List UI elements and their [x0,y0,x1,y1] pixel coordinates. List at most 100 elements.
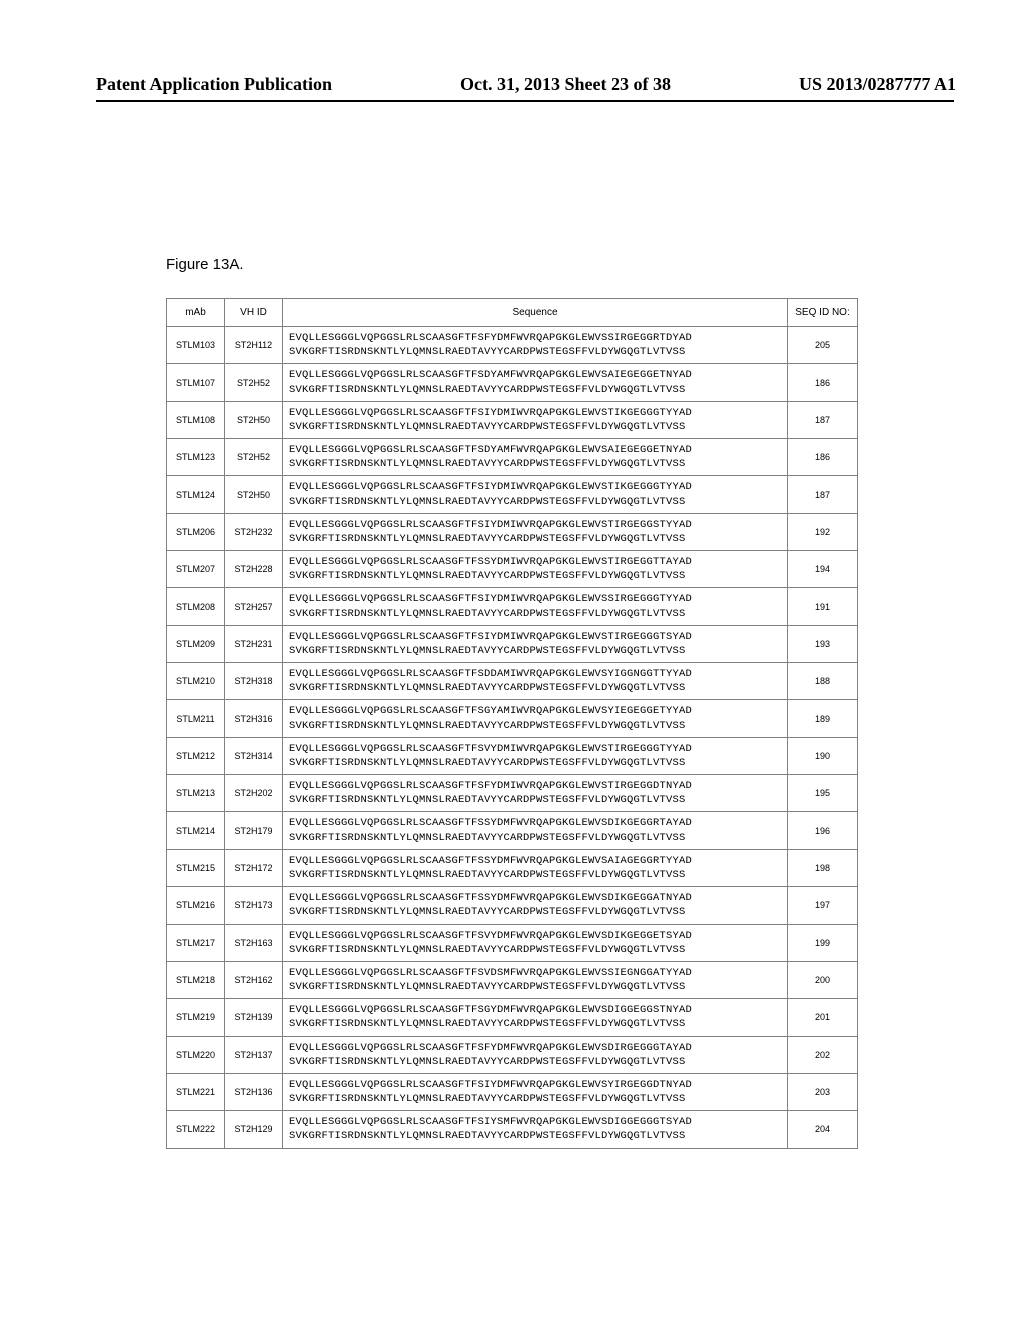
table-row: STLM219ST2H139EVQLLESGGGLVQPGGSLRLSCAASG… [167,999,858,1036]
col-seqid: SEQ ID NO: [788,299,858,327]
col-mab: mAb [167,299,225,327]
table-row: STLM124ST2H50EVQLLESGGGLVQPGGSLRLSCAASGF… [167,476,858,513]
table-row: STLM103ST2H112EVQLLESGGGLVQPGGSLRLSCAASG… [167,327,858,364]
table-row: STLM217ST2H163EVQLLESGGGLVQPGGSLRLSCAASG… [167,924,858,961]
cell-mab: STLM206 [167,513,225,550]
sequence-table: mAb VH ID Sequence SEQ ID NO: STLM103ST2… [166,298,858,1149]
header-center: Oct. 31, 2013 Sheet 23 of 38 [460,74,671,95]
cell-mab: STLM217 [167,924,225,961]
cell-vhid: ST2H163 [225,924,283,961]
table-row: STLM220ST2H137EVQLLESGGGLVQPGGSLRLSCAASG… [167,1036,858,1073]
table-row: STLM216ST2H173EVQLLESGGGLVQPGGSLRLSCAASG… [167,887,858,924]
cell-mab: STLM216 [167,887,225,924]
cell-mab: STLM207 [167,551,225,588]
cell-vhid: ST2H50 [225,476,283,513]
header-right: US 2013/0287777 A1 [799,74,956,95]
cell-vhid: ST2H228 [225,551,283,588]
cell-sequence: EVQLLESGGGLVQPGGSLRLSCAASGFTFSIYSMFWVRQA… [283,1111,788,1148]
cell-seqid: 193 [788,625,858,662]
cell-vhid: ST2H257 [225,588,283,625]
cell-vhid: ST2H202 [225,775,283,812]
cell-sequence: EVQLLESGGGLVQPGGSLRLSCAASGFTFSSYDMFWVRQA… [283,812,788,849]
cell-vhid: ST2H136 [225,1073,283,1110]
cell-mab: STLM215 [167,849,225,886]
cell-sequence: EVQLLESGGGLVQPGGSLRLSCAASGFTFSGYDMFWVRQA… [283,999,788,1036]
table-row: STLM213ST2H202EVQLLESGGGLVQPGGSLRLSCAASG… [167,775,858,812]
cell-mab: STLM221 [167,1073,225,1110]
cell-sequence: EVQLLESGGGLVQPGGSLRLSCAASGFTFSSYDMFWVRQA… [283,849,788,886]
cell-sequence: EVQLLESGGGLVQPGGSLRLSCAASGFTFSIYDMIWVRQA… [283,625,788,662]
cell-vhid: ST2H318 [225,663,283,700]
cell-sequence: EVQLLESGGGLVQPGGSLRLSCAASGFTFSFYDMFWVRQA… [283,327,788,364]
cell-seqid: 199 [788,924,858,961]
cell-vhid: ST2H52 [225,439,283,476]
cell-sequence: EVQLLESGGGLVQPGGSLRLSCAASGFTFSVDSMFWVRQA… [283,961,788,998]
cell-vhid: ST2H162 [225,961,283,998]
cell-mab: STLM103 [167,327,225,364]
table-row: STLM214ST2H179EVQLLESGGGLVQPGGSLRLSCAASG… [167,812,858,849]
cell-seqid: 188 [788,663,858,700]
header-left: Patent Application Publication [96,74,332,95]
cell-mab: STLM123 [167,439,225,476]
cell-sequence: EVQLLESGGGLVQPGGSLRLSCAASGFTFSVYDMFWVRQA… [283,924,788,961]
cell-mab: STLM108 [167,401,225,438]
table-row: STLM206ST2H232EVQLLESGGGLVQPGGSLRLSCAASG… [167,513,858,550]
cell-seqid: 191 [788,588,858,625]
table-row: STLM215ST2H172EVQLLESGGGLVQPGGSLRLSCAASG… [167,849,858,886]
page-header: Patent Application Publication Oct. 31, … [0,74,1024,95]
cell-seqid: 192 [788,513,858,550]
page: Patent Application Publication Oct. 31, … [0,0,1024,1320]
table-row: STLM207ST2H228EVQLLESGGGLVQPGGSLRLSCAASG… [167,551,858,588]
cell-vhid: ST2H52 [225,364,283,401]
cell-vhid: ST2H129 [225,1111,283,1148]
table-row: STLM210ST2H318EVQLLESGGGLVQPGGSLRLSCAASG… [167,663,858,700]
cell-seqid: 197 [788,887,858,924]
table-row: STLM123ST2H52EVQLLESGGGLVQPGGSLRLSCAASGF… [167,439,858,476]
cell-sequence: EVQLLESGGGLVQPGGSLRLSCAASGFTFSIYDMIWVRQA… [283,513,788,550]
cell-sequence: EVQLLESGGGLVQPGGSLRLSCAASGFTFSIYDMFWVRQA… [283,1073,788,1110]
cell-vhid: ST2H314 [225,737,283,774]
cell-vhid: ST2H137 [225,1036,283,1073]
cell-sequence: EVQLLESGGGLVQPGGSLRLSCAASGFTFSFYDMFWVRQA… [283,1036,788,1073]
cell-vhid: ST2H112 [225,327,283,364]
cell-sequence: EVQLLESGGGLVQPGGSLRLSCAASGFTFSIYDMIWVRQA… [283,588,788,625]
table-row: STLM211ST2H316EVQLLESGGGLVQPGGSLRLSCAASG… [167,700,858,737]
cell-vhid: ST2H50 [225,401,283,438]
cell-sequence: EVQLLESGGGLVQPGGSLRLSCAASGFTFSSYDMFWVRQA… [283,887,788,924]
cell-mab: STLM219 [167,999,225,1036]
cell-sequence: EVQLLESGGGLVQPGGSLRLSCAASGFTFSIYDMIWVRQA… [283,476,788,513]
cell-mab: STLM214 [167,812,225,849]
cell-seqid: 190 [788,737,858,774]
cell-vhid: ST2H179 [225,812,283,849]
cell-seqid: 187 [788,401,858,438]
cell-mab: STLM220 [167,1036,225,1073]
cell-mab: STLM222 [167,1111,225,1148]
cell-seqid: 186 [788,439,858,476]
cell-mab: STLM218 [167,961,225,998]
figure-label: Figure 13A. [166,256,244,273]
cell-seqid: 202 [788,1036,858,1073]
cell-seqid: 198 [788,849,858,886]
cell-seqid: 194 [788,551,858,588]
table-body: STLM103ST2H112EVQLLESGGGLVQPGGSLRLSCAASG… [167,327,858,1149]
cell-seqid: 187 [788,476,858,513]
cell-seqid: 196 [788,812,858,849]
cell-vhid: ST2H173 [225,887,283,924]
cell-mab: STLM124 [167,476,225,513]
cell-sequence: EVQLLESGGGLVQPGGSLRLSCAASGFTFSSYDMIWVRQA… [283,551,788,588]
col-seq: Sequence [283,299,788,327]
cell-sequence: EVQLLESGGGLVQPGGSLRLSCAASGFTFSIYDMIWVRQA… [283,401,788,438]
cell-sequence: EVQLLESGGGLVQPGGSLRLSCAASGFTFSDDAMIWVRQA… [283,663,788,700]
cell-seqid: 203 [788,1073,858,1110]
cell-vhid: ST2H172 [225,849,283,886]
table-row: STLM108ST2H50EVQLLESGGGLVQPGGSLRLSCAASGF… [167,401,858,438]
table-row: STLM218ST2H162EVQLLESGGGLVQPGGSLRLSCAASG… [167,961,858,998]
cell-seqid: 195 [788,775,858,812]
table-row: STLM221ST2H136EVQLLESGGGLVQPGGSLRLSCAASG… [167,1073,858,1110]
cell-mab: STLM208 [167,588,225,625]
cell-seqid: 200 [788,961,858,998]
cell-vhid: ST2H231 [225,625,283,662]
cell-mab: STLM210 [167,663,225,700]
table-row: STLM209ST2H231EVQLLESGGGLVQPGGSLRLSCAASG… [167,625,858,662]
cell-mab: STLM209 [167,625,225,662]
